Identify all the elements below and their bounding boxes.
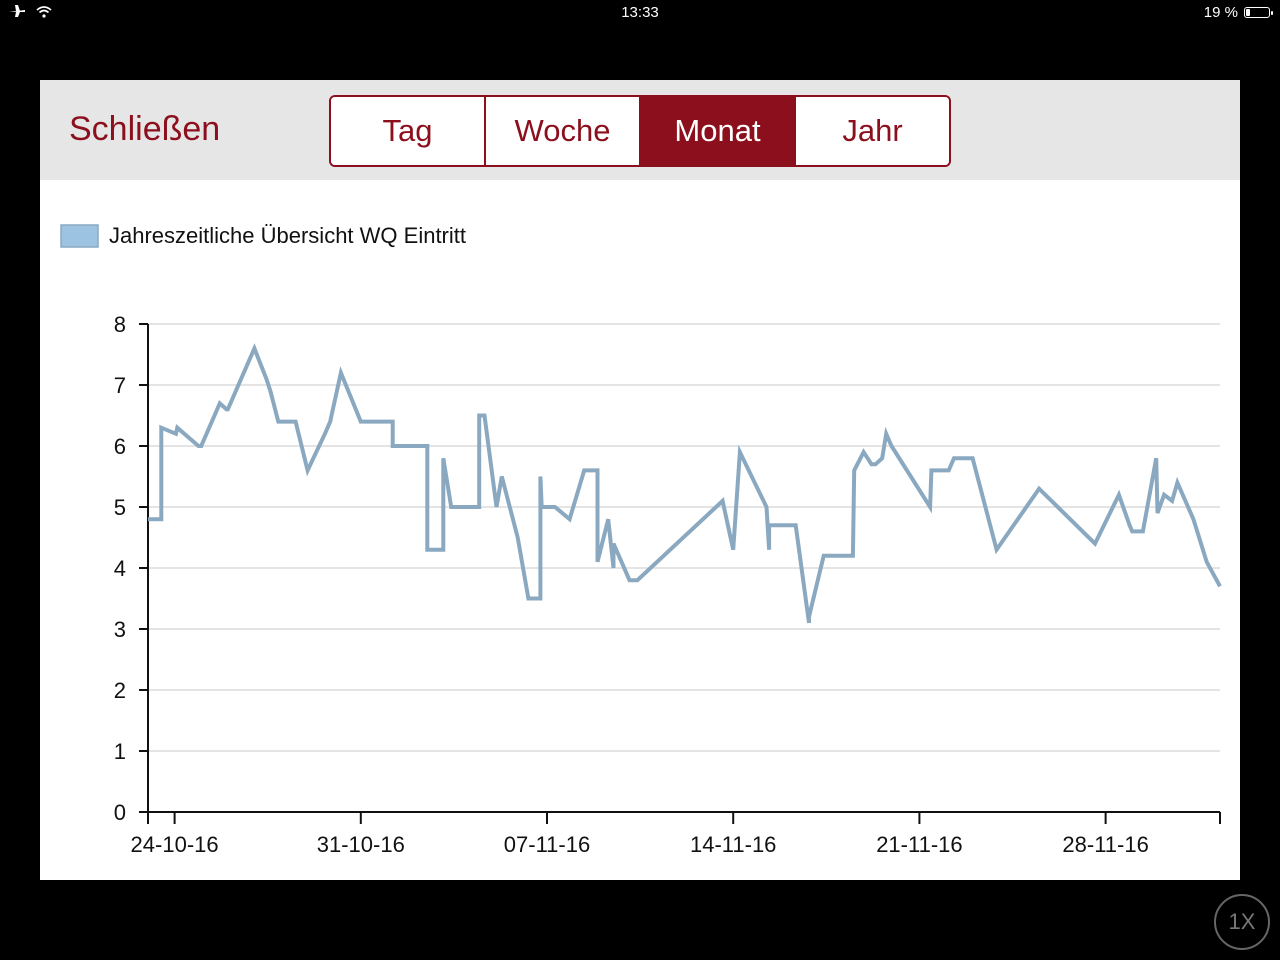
status-bar: 13:33 19 % — [0, 0, 1280, 26]
status-left — [8, 4, 52, 22]
legend-label: Jahreszeitliche Übersicht WQ Eintritt — [109, 223, 466, 248]
tab-woche[interactable]: Woche — [484, 97, 639, 165]
series-group — [148, 343, 1222, 624]
chart-legend: Jahreszeitliche Übersicht WQ Eintritt — [60, 223, 466, 248]
chart-panel: Schließen Tag Woche Monat Jahr Jahreszei… — [40, 80, 1240, 880]
y-tick-label: 8 — [114, 312, 126, 337]
x-tick-label: 14-11-16 — [690, 832, 776, 857]
x-tick-label: 28-11-16 — [1062, 832, 1148, 857]
line-chart: Jahreszeitliche Übersicht WQ Eintritt 0 1… — [60, 223, 1222, 857]
tab-tag[interactable]: Tag — [331, 97, 484, 165]
y-tick-label: 6 — [114, 434, 126, 459]
battery-text: 19 % — [1203, 4, 1238, 21]
battery-icon — [1244, 7, 1273, 18]
y-tick-label: 4 — [114, 556, 126, 581]
y-tick-label: 3 — [114, 617, 126, 642]
chart-area: Jahreszeitliche Übersicht WQ Eintritt 0 1… — [40, 180, 1240, 880]
y-tick-label: 7 — [114, 373, 126, 398]
y-tick-label: 1 — [114, 739, 126, 764]
tab-jahr[interactable]: Jahr — [794, 97, 949, 165]
zoom-button[interactable]: 1X — [1214, 894, 1270, 950]
status-right: 19 % — [1203, 4, 1273, 21]
y-tick-label: 2 — [114, 678, 126, 703]
wifi-icon — [36, 5, 52, 22]
close-button[interactable]: Schließen — [69, 110, 221, 148]
period-segmented-control: Tag Woche Monat Jahr — [329, 95, 951, 167]
grid-lines — [148, 323, 1220, 752]
x-tick-label: 21-11-16 — [876, 832, 962, 857]
status-time: 13:33 — [621, 4, 659, 21]
x-tick-label: 31-10-16 — [317, 832, 405, 857]
airplane-icon — [8, 4, 26, 22]
x-tick-label: 24-10-16 — [131, 832, 219, 857]
legend-swatch — [60, 224, 99, 248]
battery-level — [1246, 9, 1251, 16]
y-tick-label: 5 — [114, 495, 126, 520]
x-tick-label: 07-11-16 — [504, 832, 590, 857]
tab-monat[interactable]: Monat — [639, 97, 794, 165]
chart-axes: 0 1 2 3 4 5 6 7 8 24-10-16 31-10-16 07-11-16 14-11-1… — [114, 312, 1221, 857]
toolbar: Schließen Tag Woche Monat Jahr — [40, 80, 1240, 180]
y-tick-label: 0 — [114, 800, 126, 825]
series-line — [148, 343, 1222, 624]
